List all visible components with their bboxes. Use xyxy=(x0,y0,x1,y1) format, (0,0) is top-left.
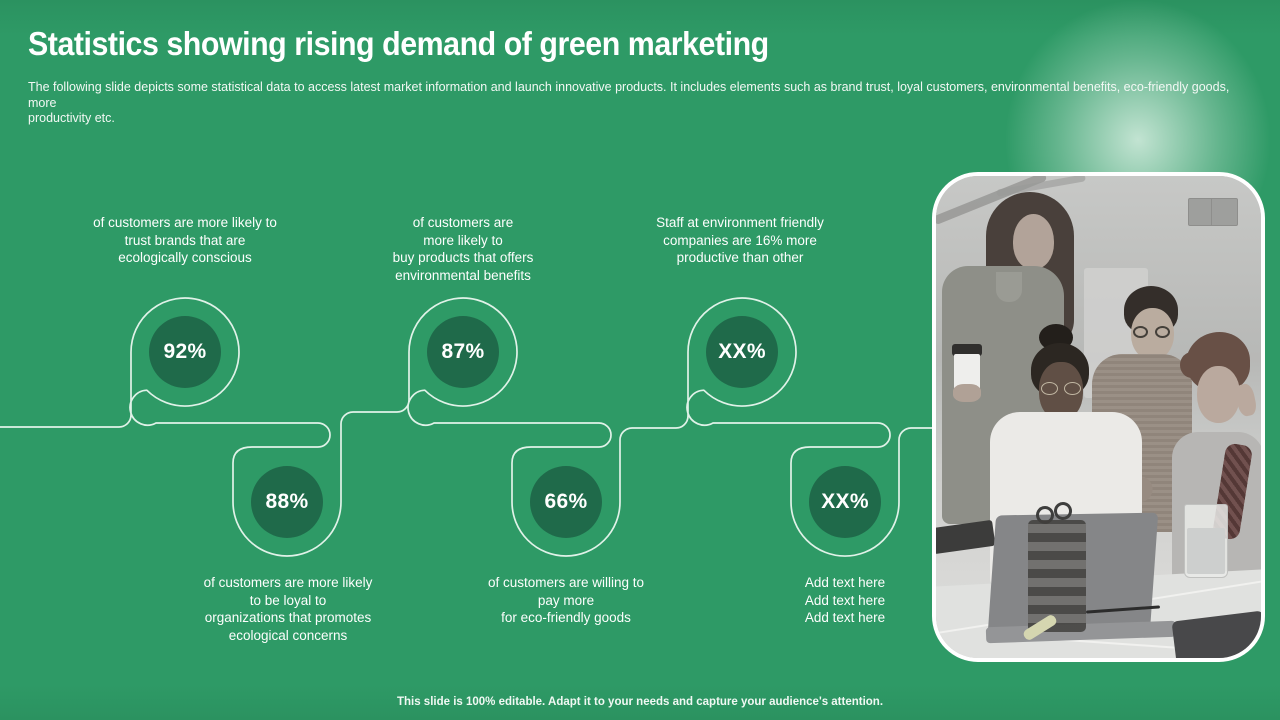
stat-label-6: Add text here Add text here Add text her… xyxy=(695,574,995,627)
stat-label-line: Add text here xyxy=(804,610,886,626)
stat-circle-1: 92% xyxy=(149,316,221,388)
team-photo xyxy=(932,172,1265,662)
stat-label-line: Add text here xyxy=(804,575,886,590)
subtitle-line: productivity etc. xyxy=(28,111,115,125)
stat-value-6: XX% xyxy=(821,490,869,513)
stat-label-line: pay more xyxy=(537,592,595,608)
slide-subtitle: The following slide depicts some statist… xyxy=(28,80,1243,127)
stat-label-line: trust brands that are xyxy=(124,232,246,248)
subtitle-line: The following slide depicts some statist… xyxy=(28,80,1230,110)
stat-label-line: ecologically conscious xyxy=(118,250,252,266)
stat-label-line: Staff at environment friendly xyxy=(656,215,824,230)
photo-person-left-collar xyxy=(996,272,1022,302)
photo-wall-vent xyxy=(1188,198,1238,226)
stat-value-4: 88% xyxy=(265,490,309,513)
stat-circle-3: XX% xyxy=(706,316,778,388)
photo-person-right-hair xyxy=(1180,352,1204,378)
stat-label-line: productive than other xyxy=(676,250,804,266)
stat-label-line: of customers are more likely to xyxy=(93,215,277,230)
photo-person-middle-glasses xyxy=(1133,326,1148,338)
photo-water xyxy=(1187,528,1225,574)
stat-label-line: buy products that offers xyxy=(392,250,534,266)
stat-label-line: Add text here xyxy=(804,592,886,608)
stat-label-2: of customers are more likely to buy prod… xyxy=(313,214,613,284)
slide-footer-note: This slide is 100% editable. Adapt it to… xyxy=(396,696,884,708)
stat-label-line: environmental benefits xyxy=(395,267,531,283)
stat-label-line: organizations that promotes xyxy=(204,610,372,626)
photo-person-seated-glasses xyxy=(1041,382,1058,395)
stat-label-line: companies are 16% more xyxy=(663,232,817,248)
stat-circle-5: 66% xyxy=(530,466,602,538)
stat-label-line: for eco-friendly goods xyxy=(501,610,631,626)
stat-value-3: XX% xyxy=(718,340,766,363)
photo-person-seated-glasses xyxy=(1064,382,1081,395)
stat-label-line: of customers are willing to xyxy=(487,575,645,590)
photo-person-right-face xyxy=(1197,366,1240,423)
stat-label-line: of customers are xyxy=(412,215,514,230)
stat-label-5: of customers are willing to pay more for… xyxy=(416,574,716,627)
photo-pencil-cup xyxy=(1028,520,1086,632)
stat-label-4: of customers are more likely to be loyal… xyxy=(138,574,438,644)
photo-person-left-hand xyxy=(953,384,981,402)
stat-value-5: 66% xyxy=(544,490,588,513)
photo-person-left-face xyxy=(1013,214,1054,269)
stat-value-2: 87% xyxy=(441,340,485,363)
photo-coffee-cup-lid xyxy=(952,344,982,356)
stat-label-line: ecological concerns xyxy=(228,627,348,643)
photo-person-middle-glasses xyxy=(1155,326,1170,338)
team-photo-scene xyxy=(936,176,1261,658)
stat-label-1: of customers are more likely to trust br… xyxy=(35,214,335,267)
stat-circle-4: 88% xyxy=(251,466,323,538)
stat-circle-2: 87% xyxy=(427,316,499,388)
stat-label-line: of customers are more likely xyxy=(203,575,373,590)
stat-value-1: 92% xyxy=(163,340,207,363)
stat-label-line: to be loyal to xyxy=(249,592,327,608)
stat-label-line: more likely to xyxy=(423,232,503,248)
stat-label-3: Staff at environment friendly companies … xyxy=(590,214,890,267)
slide-title: Statistics showing rising demand of gree… xyxy=(28,25,769,62)
stat-circle-6: XX% xyxy=(809,466,881,538)
